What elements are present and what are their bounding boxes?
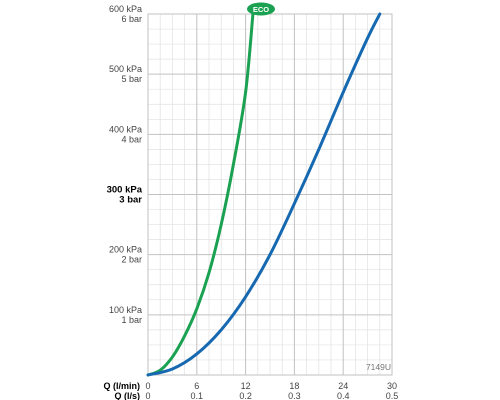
- series-line-blue: [146, 12, 382, 377]
- x-axis-label-ls: Q (l/s): [114, 391, 140, 400]
- y-tick-label-kpa: 400 kPa: [109, 124, 142, 134]
- y-tick-label-bar: 2 bar: [121, 255, 142, 265]
- y-tick-label-bar: 1 bar: [121, 315, 142, 325]
- plot-frame: [147, 13, 393, 376]
- eco-badge-shape: [247, 2, 275, 16]
- y-tick-label-bar: 5 bar: [121, 74, 142, 84]
- eco-badge: ECO: [247, 2, 275, 16]
- y-tick-label-bar: 3 bar: [119, 195, 142, 206]
- x-tick-label-ls: 0.2: [239, 391, 252, 400]
- x-tick-label-ls: 0.3: [288, 391, 301, 400]
- x-tick-label-ls: 0.1: [191, 391, 204, 400]
- eco-badge-label: ECO: [253, 5, 269, 14]
- series-layer: [146, 12, 382, 377]
- y-tick-label-bar: 6 bar: [121, 14, 142, 24]
- x-tick-label-lmin: 12: [241, 381, 251, 391]
- x-tick-label-ls: 0.5: [386, 391, 399, 400]
- x-tick-label-lmin: 30: [387, 381, 397, 391]
- y-tick-label-bar: 4 bar: [121, 134, 142, 144]
- x-tick-label-lmin: 0: [145, 381, 150, 391]
- x-axis-label-lmin: Q (l/min): [104, 381, 141, 391]
- x-tick-label-ls: 0: [145, 391, 150, 400]
- y-tick-label-kpa: 300 kPa: [107, 185, 143, 196]
- y-tick-label-kpa: 600 kPa: [109, 4, 142, 14]
- x-axis-tick-labels: 00 60.1 120.2 180.3 240.4 300.5: [145, 381, 398, 400]
- x-tick-label-lmin: 18: [289, 381, 299, 391]
- y-tick-label-kpa: 500 kPa: [109, 64, 142, 74]
- x-tick-label-lmin: 6: [194, 381, 199, 391]
- x-tick-label-ls: 0.4: [337, 391, 350, 400]
- x-tick-label-lmin: 24: [338, 381, 348, 391]
- model-code-label: 7149U: [366, 362, 391, 372]
- y-tick-label-kpa: 100 kPa: [109, 305, 142, 315]
- y-tick-label-kpa: 200 kPa: [109, 245, 142, 255]
- series-line-green: [146, 12, 255, 377]
